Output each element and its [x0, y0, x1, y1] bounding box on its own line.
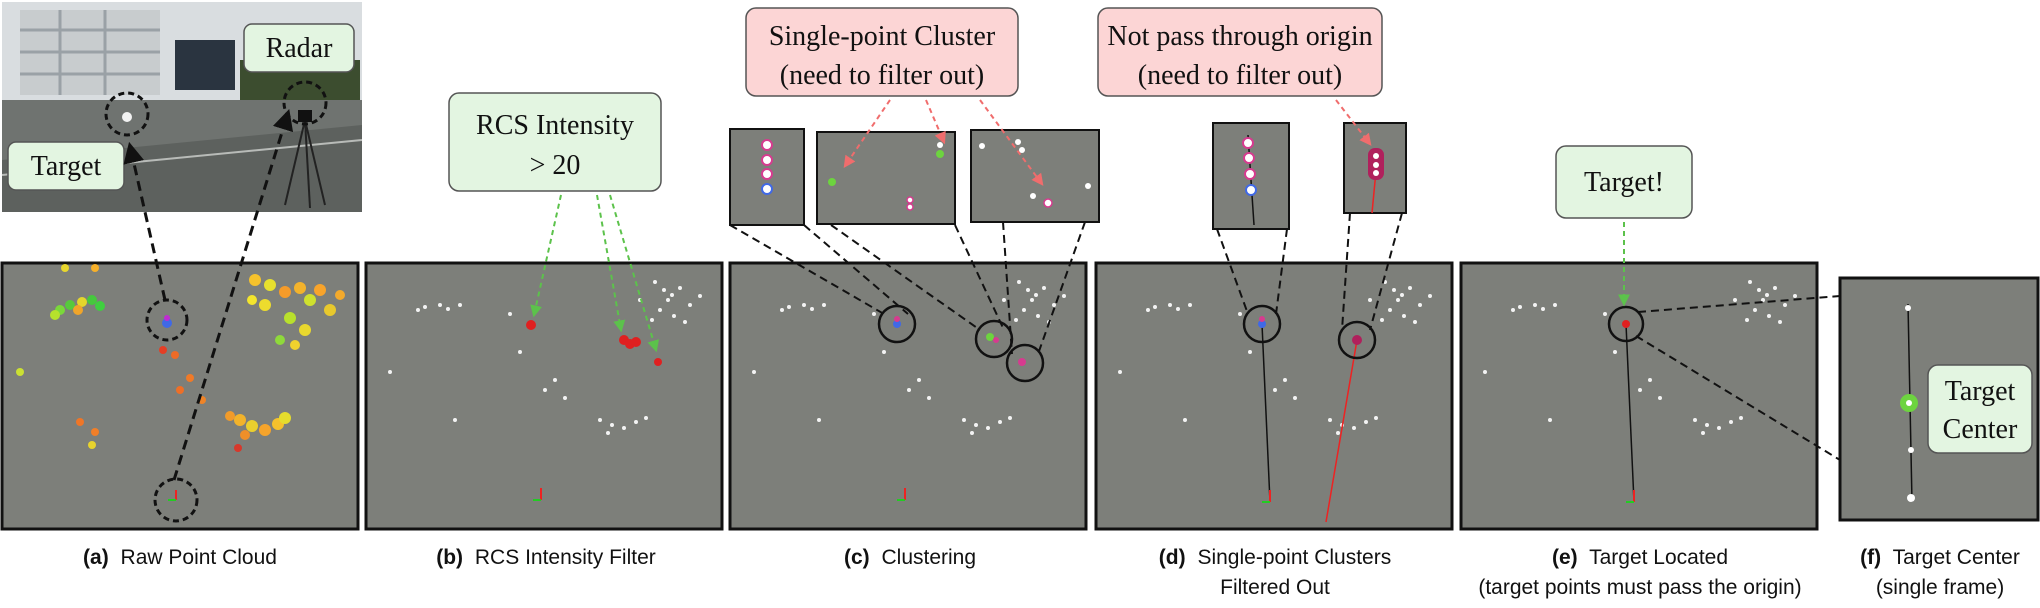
caption-b: (b) RCS Intensity Filter — [436, 546, 656, 569]
caption-d-tag: (d) — [1159, 546, 1186, 569]
single-point-callout-line2: (need to filter out) — [780, 60, 984, 91]
caption-b-text: RCS Intensity Filter — [475, 546, 656, 569]
svg-text:(c) Clustering: (c) Clustering — [844, 546, 976, 569]
svg-text:(d) Single-point Cluster: (d) Single-point Clusters — [1159, 546, 1391, 569]
rcs-arrows — [530, 194, 660, 353]
caption-a-text: Raw Point Cloud — [121, 546, 277, 569]
svg-text:(f) Target Center: (f) Target Center — [1860, 546, 2020, 569]
caption-e-text-2: (target points must pass the origin) — [1478, 576, 1801, 599]
panel-a-raw-point-cloud — [0, 261, 360, 531]
caption-e-text: Target Located — [1589, 546, 1728, 569]
caption-a: (a) Raw Point Cloud — [83, 546, 277, 569]
zoom-leaders-d — [1216, 212, 1403, 331]
caption-f-tag: (f) — [1860, 546, 1881, 569]
panel-e-target-located — [1459, 261, 1819, 531]
svg-text:(b) RCS Intensity Filter: (b) RCS Intensity Filter — [436, 546, 656, 569]
rcs-callout: RCS Intensity > 20 — [448, 92, 662, 192]
panel-b-rcs-filter — [364, 261, 724, 531]
zoom-leaders-c — [729, 221, 1086, 355]
origin-arrow — [1335, 99, 1372, 146]
target-found-label: Target! — [1584, 167, 1664, 198]
zoom-inset-c3 — [970, 129, 1100, 223]
caption-d: (d) Single-point Clusters Filtered Out — [1159, 546, 1391, 599]
caption-c-text: Clustering — [881, 546, 976, 569]
origin-callout-line2: (need to filter out) — [1138, 60, 1342, 91]
caption-a-tag: (a) — [83, 546, 109, 569]
svg-text:(a) Raw Point Cloud: (a) Raw Point Cloud — [83, 546, 277, 569]
target-link-arrow — [123, 141, 167, 301]
radar-label: Radar — [266, 33, 334, 64]
caption-e: (e) Target Located (target points must p… — [1478, 546, 1801, 599]
svg-text:(e) Target Located: (e) Target Located — [1552, 546, 1728, 569]
zoom-inset-c1 — [729, 128, 805, 226]
zoom-leaders-e — [1635, 295, 1841, 461]
target-label-box: Target — [7, 141, 125, 191]
panel-c-clustering — [728, 261, 1088, 531]
radar-link-arrow — [172, 108, 294, 481]
rcs-callout-line2: > 20 — [530, 150, 581, 181]
caption-e-tag: (e) — [1552, 546, 1578, 569]
caption-b-tag: (b) — [436, 546, 463, 569]
caption-c: (c) Clustering — [844, 546, 976, 569]
raw-points — [16, 264, 345, 452]
single-point-callout-line1: Single-point Cluster — [769, 21, 996, 52]
single-point-callout: Single-point Cluster (need to filter out… — [745, 7, 1019, 97]
zoom-inset-d2 — [1343, 122, 1407, 214]
caption-c-tag: (c) — [844, 546, 870, 569]
caption-f-text-2: (single frame) — [1876, 576, 2004, 599]
target-found-callout: Target! — [1555, 145, 1693, 219]
zoom-inset-d1 — [1212, 122, 1290, 230]
target-center-line1: Target — [1945, 376, 2016, 407]
zoom-inset-c2 — [816, 131, 956, 225]
caption-d-text-2: Filtered Out — [1220, 576, 1330, 599]
target-marker — [104, 91, 150, 137]
rcs-callout-line1: RCS Intensity — [476, 110, 634, 141]
caption-f-text: Target Center — [1893, 546, 2020, 569]
radar-label-box: Radar — [243, 23, 355, 73]
panel-d-filtered — [1094, 261, 1454, 531]
origin-callout-line1: Not pass through origin — [1107, 21, 1372, 52]
target-center-callout: Target Center — [1927, 364, 2033, 454]
target-center-line2: Center — [1943, 414, 2018, 445]
single-point-arrows — [843, 99, 1044, 186]
caption-d-text: Single-point Clusters — [1197, 546, 1391, 569]
target-label: Target — [31, 151, 102, 182]
origin-callout: Not pass through origin (need to filter … — [1097, 7, 1383, 97]
radar-marker — [282, 80, 328, 126]
caption-f: (f) Target Center (single frame) — [1860, 546, 2020, 599]
